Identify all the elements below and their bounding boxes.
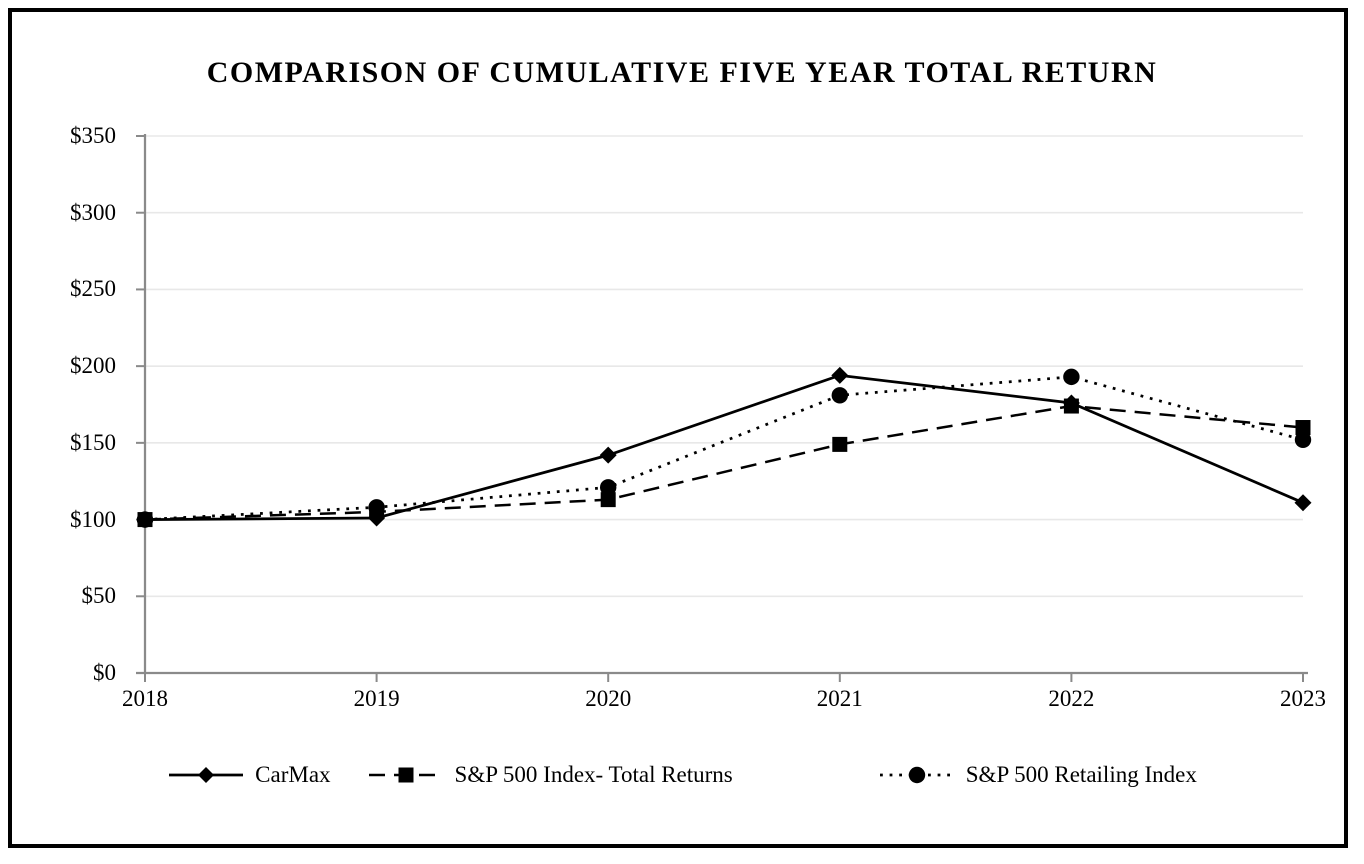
chart-title: COMPARISON OF CUMULATIVE FIVE YEAR TOTAL… bbox=[206, 56, 1158, 89]
circle-marker-icon bbox=[908, 766, 925, 784]
series-carmax-diamond-marker bbox=[599, 446, 617, 464]
legend-label: S&P 500 Index- Total Returns bbox=[454, 762, 733, 787]
series-s-p-500-index-total-returns-square-marker bbox=[832, 436, 848, 452]
y-tick-label: $250 bbox=[70, 276, 116, 302]
series-line-s-p-500-retailing-index bbox=[144, 375, 1304, 521]
y-tick-label: $0 bbox=[93, 660, 116, 685]
legend-sample-dashed-line bbox=[368, 767, 443, 783]
y-tick-label: $100 bbox=[70, 506, 116, 532]
series-s-p-500-retailing-index-circle-marker bbox=[1294, 431, 1312, 448]
chart-border-frame bbox=[8, 8, 1348, 848]
series-line-carmax bbox=[144, 373, 1304, 521]
legend-label: CarMax bbox=[255, 762, 331, 787]
y-tick-label: $350 bbox=[70, 123, 116, 148]
series-s-p-500-index-total-returns-square-marker bbox=[600, 492, 616, 508]
series-s-p-500-retailing-index-circle-marker bbox=[136, 511, 154, 528]
series-carmax-diamond-marker bbox=[831, 366, 849, 384]
x-tick-label: 2022 bbox=[1048, 686, 1095, 711]
legend-sample-dotted-line bbox=[879, 766, 954, 784]
x-tick-label: 2019 bbox=[353, 686, 400, 711]
series-carmax-diamond-marker bbox=[1294, 494, 1312, 512]
y-tick-label: $300 bbox=[70, 199, 116, 225]
x-tick-label: 2018 bbox=[122, 686, 168, 711]
legend: CarMax S&P 500 Index- Total Returns S&P 50… bbox=[0, 757, 1364, 793]
series-s-p-500-retailing-index-circle-marker bbox=[1063, 368, 1080, 386]
y-tick-label: $200 bbox=[70, 353, 116, 379]
series-s-p-500-retailing-index-circle-marker bbox=[368, 499, 385, 516]
legend-item-s-p-500-index-total-returns: S&P 500 Index- Total Returns bbox=[367, 762, 733, 788]
legend-item-carmax: CarMax bbox=[167, 762, 331, 788]
x-tick-label: 2023 bbox=[1280, 686, 1326, 711]
legend-label: S&P 500 Retailing Index bbox=[965, 762, 1197, 787]
series-line-s-p-500-index-total-returns bbox=[144, 404, 1304, 521]
y-tick-label: $50 bbox=[81, 583, 117, 609]
series-s-p-500-retailing-index-circle-marker bbox=[831, 387, 848, 404]
series-s-p-500-retailing-index-circle-marker bbox=[600, 479, 617, 496]
diamond-marker-icon bbox=[198, 767, 215, 783]
x-tick-label: 2020 bbox=[585, 686, 632, 711]
legend-sample-solid-line bbox=[169, 767, 244, 783]
series-s-p-500-index-total-returns-square-marker bbox=[1295, 420, 1311, 436]
series-s-p-500-index-total-returns-square-marker bbox=[1063, 398, 1079, 414]
square-marker-icon bbox=[398, 767, 414, 783]
legend-item-s-p-500-retailing-index: S&P 500 Retailing Index bbox=[878, 762, 1197, 788]
x-tick-label: 2021 bbox=[816, 686, 863, 711]
y-tick-label: $150 bbox=[70, 429, 116, 455]
